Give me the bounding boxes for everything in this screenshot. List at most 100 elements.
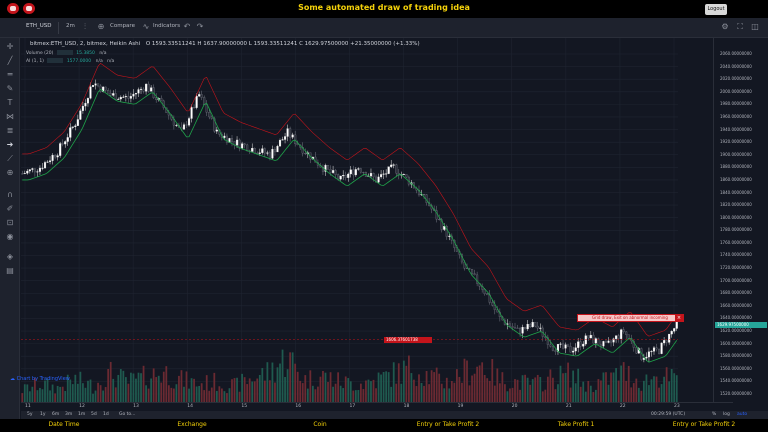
volume-bar — [294, 363, 297, 402]
screenshot-icon[interactable]: ◫ — [751, 22, 759, 31]
series-legend: bitmex:ETH_USD, 2, bitmex, Heikin Ashi O… — [30, 41, 420, 47]
range-1m[interactable]: 1m — [78, 412, 86, 417]
symbol-search[interactable]: ETH_USD — [26, 23, 52, 29]
magnet-icon[interactable]: ∩ — [7, 190, 13, 199]
trendline-icon[interactable]: ╱ — [7, 56, 13, 65]
nav-entry-take-profit-2[interactable]: Entry or Take Profit 2 — [416, 421, 480, 428]
volume-bar — [486, 378, 489, 402]
candle — [150, 87, 153, 92]
goto-button[interactable]: Go to... — [119, 412, 136, 417]
candle — [574, 347, 577, 352]
fib-icon[interactable]: ≣ — [6, 126, 14, 135]
horizontal-line-icon[interactable]: ═ — [7, 70, 13, 79]
volume-bar — [640, 390, 643, 402]
volume-bar — [175, 384, 178, 402]
volume-bar — [617, 380, 620, 402]
layers-icon[interactable]: ◈ — [6, 252, 14, 261]
volume-bar — [559, 365, 562, 402]
volume-bar — [311, 385, 314, 402]
volume-bar — [567, 362, 569, 402]
chart-canvas[interactable] — [21, 38, 733, 402]
time-tick: 21 — [565, 404, 572, 409]
nav-entry-take-profit-2b[interactable]: Entry or Take Profit 2 — [672, 421, 736, 428]
volume-bar — [342, 388, 345, 402]
interval-selector[interactable]: 2m — [66, 23, 75, 29]
settings-icon[interactable]: ⚙ — [721, 22, 729, 31]
range-5d[interactable]: 5d — [91, 412, 97, 417]
undo-icon[interactable]: ↶ — [183, 22, 191, 31]
volume-bar — [430, 370, 433, 402]
volume-bar — [448, 388, 451, 402]
compare-button[interactable]: Compare — [110, 23, 135, 29]
volume-bar — [597, 379, 600, 402]
close-icon[interactable]: × — [675, 314, 683, 322]
candle — [329, 168, 332, 173]
user-icon[interactable] — [23, 3, 35, 14]
volume-bar — [299, 380, 302, 402]
price-tick: 2060.00000000 — [720, 51, 752, 56]
volume-bar — [228, 388, 231, 402]
candle — [604, 341, 608, 343]
candle — [579, 341, 582, 347]
candle — [56, 155, 59, 158]
indicators-button[interactable]: Indicators — [153, 23, 181, 29]
price-chart[interactable] — [21, 38, 733, 402]
tradingview-attribution[interactable]: ☁ Chart by TradingView — [10, 376, 70, 382]
volume-bar — [279, 363, 281, 402]
pattern-icon[interactable]: ⋈ — [6, 112, 14, 121]
arrow-icon[interactable]: ➜ — [6, 140, 14, 149]
range-1d[interactable]: 1d — [103, 412, 109, 417]
brush-icon[interactable]: ✎ — [6, 84, 14, 93]
eye-icon[interactable]: ◉ — [6, 232, 14, 241]
range-6m[interactable]: 6m — [52, 412, 60, 417]
logout-button[interactable]: Logout — [705, 4, 727, 15]
time-axis[interactable]: 11 12 13 14 15 16 17 18 19 20 21 22 23 — [21, 402, 733, 412]
legend-swatch — [47, 58, 64, 63]
zoom-icon[interactable]: ⊕ — [6, 168, 14, 177]
clock[interactable]: 00:29:59 (UTC) — [651, 412, 686, 417]
price-tick: 1560.00000000 — [720, 365, 752, 371]
app-logo-icon[interactable] — [7, 3, 19, 14]
nav-coin[interactable]: Coin — [313, 421, 327, 428]
volume-bar — [205, 375, 208, 402]
volume-bar — [402, 360, 405, 402]
candle — [405, 174, 408, 178]
text-icon[interactable]: T — [7, 98, 13, 107]
auto-toggle[interactable]: auto — [737, 412, 748, 417]
chart-style-icon[interactable]: ⫶ — [84, 22, 86, 31]
candle — [395, 164, 398, 174]
stay-drawing-icon[interactable]: ✐ — [6, 204, 14, 213]
nav-take-profit-1[interactable]: Take Profit 1 — [557, 421, 595, 428]
candle — [49, 160, 52, 163]
toolbar-divider — [58, 22, 59, 34]
range-3m[interactable]: 3m — [65, 412, 73, 417]
candle — [567, 344, 570, 347]
volume-bar — [569, 387, 572, 402]
candle — [673, 328, 676, 332]
log-toggle[interactable]: log — [723, 412, 730, 417]
redo-icon[interactable]: ↷ — [196, 22, 204, 31]
range-1y[interactable]: 1y — [40, 412, 46, 417]
crosshair-icon[interactable]: ✛ — [6, 42, 14, 51]
nav-date-time[interactable]: Date Time — [48, 421, 80, 428]
volume-label[interactable]: Volume (20) — [26, 51, 54, 56]
candle — [129, 96, 132, 99]
candle — [599, 344, 602, 347]
candle — [559, 343, 562, 345]
trash-icon[interactable]: ▤ — [6, 266, 14, 275]
candle — [124, 96, 127, 98]
nav-exchange[interactable]: Exchange — [177, 421, 207, 428]
volume-bar — [546, 376, 549, 402]
alert-box[interactable]: Grid draw, Exit on abnormal incoming × — [577, 314, 684, 322]
range-5y[interactable]: 5y — [27, 412, 33, 417]
candle — [253, 148, 256, 154]
fullscreen-icon[interactable]: ⛶ — [737, 22, 743, 31]
lock-icon[interactable]: ⊡ — [6, 218, 14, 227]
volume-bar — [36, 390, 39, 402]
volume-bar — [519, 389, 521, 402]
ai-label[interactable]: AI (1, 1) — [26, 59, 44, 64]
percent-toggle[interactable]: % — [712, 412, 717, 417]
measure-icon[interactable]: ⟋ — [7, 154, 13, 163]
price-axis[interactable]: 2060.00000000 2040.00000000 2020.00000000 2… — [384, 38, 768, 402]
candle — [134, 93, 138, 95]
